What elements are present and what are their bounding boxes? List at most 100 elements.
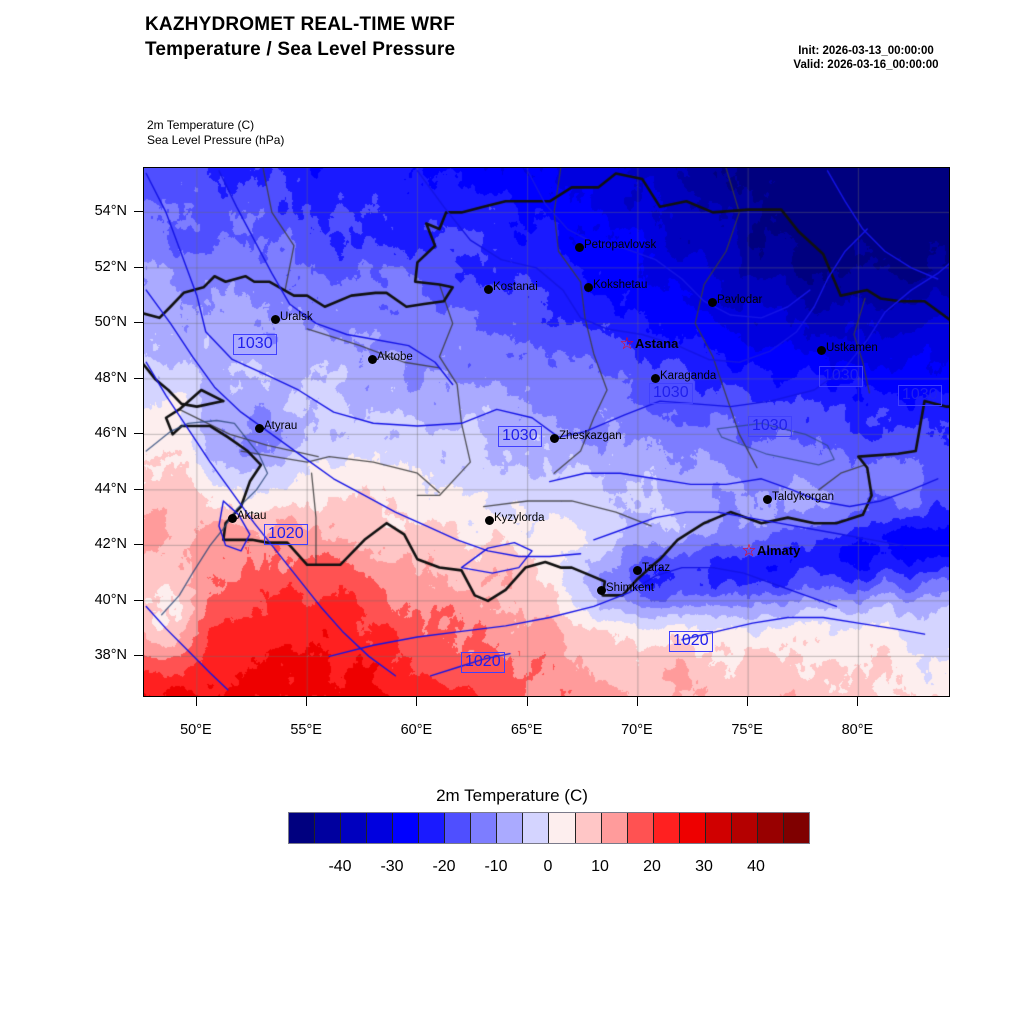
- city-label: Taldykorgan: [772, 491, 835, 503]
- city-label: Taraz: [642, 562, 671, 574]
- city-dot-icon: [632, 565, 642, 575]
- colorbar-segment: [679, 813, 706, 843]
- page-title: KAZHYDROMET REAL-TIME WRF Temperature / …: [145, 12, 455, 62]
- pressure-contour-label: 1030: [649, 383, 693, 404]
- pressure-contour-label: 1020: [669, 631, 713, 652]
- city-label: Shimkent: [606, 582, 654, 594]
- lon-tick: [306, 697, 308, 706]
- city-dot-icon: [762, 494, 772, 504]
- city-dot-icon: [549, 433, 559, 443]
- lat-tick: [134, 322, 143, 324]
- lat-label: 44°N: [94, 480, 127, 497]
- colorbar-tick-label: 30: [695, 858, 713, 875]
- colorbar-segment: [549, 813, 576, 843]
- lon-label: 55°E: [290, 722, 322, 738]
- colorbar-segment: [627, 813, 654, 843]
- panel-label-pressure: Sea Level Pressure (hPa): [147, 133, 285, 147]
- colorbar[interactable]: [288, 812, 810, 844]
- lon-tick: [526, 697, 528, 706]
- colorbar-tick-label: -20: [432, 858, 456, 875]
- lat-label: 38°N: [94, 647, 127, 664]
- colorbar-segment: [367, 813, 394, 843]
- city-dot-icon: [227, 513, 237, 523]
- lat-tick: [134, 377, 143, 379]
- city-label: Zheskazgan: [559, 430, 622, 442]
- lat-label: 54°N: [94, 203, 127, 220]
- lon-label: 60°E: [400, 722, 433, 738]
- colorbar-segment: [705, 813, 732, 843]
- lon-tick: [195, 697, 197, 706]
- lon-label: 80°E: [841, 722, 874, 738]
- panel-label-temperature: 2m Temperature (C): [147, 118, 255, 132]
- colorbar-segment: [783, 813, 809, 843]
- colorbar-segment: [653, 813, 680, 843]
- lon-label: 50°E: [180, 722, 212, 738]
- pressure-contour-label: 1030: [233, 334, 277, 355]
- colorbar-tick-label: 0: [543, 858, 553, 875]
- lat-tick: [134, 488, 143, 490]
- lat-tick: [134, 544, 143, 546]
- city-label: Uralsk: [280, 311, 313, 323]
- colorbar-tick-label: -30: [380, 858, 404, 875]
- city-dot-icon: [270, 314, 280, 324]
- lon-label: 65°E: [510, 722, 543, 738]
- pressure-contour-label: 1030: [498, 426, 542, 447]
- lat-label: 46°N: [94, 425, 127, 442]
- city-dot-icon: [483, 284, 493, 294]
- pressure-contour-label: 1030: [819, 366, 863, 387]
- colorbar-segment: [315, 813, 342, 843]
- city-dot-icon: [816, 345, 826, 355]
- lat-label: 50°N: [94, 314, 127, 331]
- city-label: Almaty: [757, 543, 801, 558]
- capital-star-icon: ☆: [619, 334, 635, 353]
- capital-star-icon: ☆: [741, 541, 757, 560]
- temperature-field-canvas: [144, 168, 949, 696]
- pressure-contour-label: 1030: [898, 385, 942, 406]
- colorbar-tick-label: -40: [328, 858, 352, 875]
- city-label: Aktau: [237, 510, 267, 522]
- panel-variable-labels: 2m Temperature (C) Sea Level Pressure (h…: [147, 118, 284, 148]
- lat-tick: [134, 599, 143, 601]
- colorbar-ticks: -40 -30 -20 -10 0 10 20 30 40: [288, 858, 808, 880]
- title-line-2: Temperature / Sea Level Pressure: [145, 39, 456, 60]
- colorbar-segment: [289, 813, 316, 843]
- city-label: Kyzylorda: [494, 512, 545, 524]
- pressure-contour-label: 1020: [264, 524, 308, 545]
- colorbar-segment: [341, 813, 368, 843]
- lon-tick: [636, 697, 638, 706]
- pressure-contour-label: 1030: [748, 416, 792, 437]
- init-time: Init: 2026-03-13_00:00:00: [798, 45, 934, 57]
- lat-tick: [134, 266, 143, 268]
- lat-tick: [134, 655, 143, 657]
- weather-map[interactable]: Uralsk Aktobe Kostanai Petropavlovsk Kokshet…: [143, 167, 950, 697]
- city-dot-icon: [707, 297, 717, 307]
- lon-tick: [857, 697, 859, 706]
- lat-label: 52°N: [94, 258, 127, 275]
- lat-label: 40°N: [94, 591, 127, 608]
- lon-tick: [416, 697, 418, 706]
- lat-label: 42°N: [94, 536, 127, 553]
- city-label: Ustkamen: [826, 342, 878, 354]
- lon-label: 70°E: [621, 722, 653, 738]
- run-time-info: Init: 2026-03-13_00:00:00 Valid: 2026-03…: [742, 44, 990, 72]
- pressure-contour-label: 1020: [461, 652, 505, 673]
- colorbar-segment: [393, 813, 420, 843]
- colorbar-tick-label: 20: [643, 858, 661, 875]
- colorbar-segment: [523, 813, 550, 843]
- city-dot-icon: [596, 585, 606, 595]
- colorbar-segment: [575, 813, 602, 843]
- city-label: Kokshetau: [593, 279, 648, 291]
- city-dot-icon: [583, 282, 593, 292]
- city-dot-icon: [254, 423, 264, 433]
- title-line-1: KAZHYDROMET REAL-TIME WRF: [145, 14, 456, 35]
- city-dot-icon: [574, 242, 584, 252]
- colorbar-segment: [601, 813, 628, 843]
- city-label: Astana: [635, 336, 679, 351]
- lon-tick: [747, 697, 749, 706]
- city-dot-icon: [484, 515, 494, 525]
- colorbar-segment: [497, 813, 524, 843]
- city-dot-icon: [367, 354, 377, 364]
- colorbar-tick-label: 10: [591, 858, 609, 875]
- colorbar-title: 2m Temperature (C): [436, 786, 588, 805]
- lat-tick: [134, 211, 143, 213]
